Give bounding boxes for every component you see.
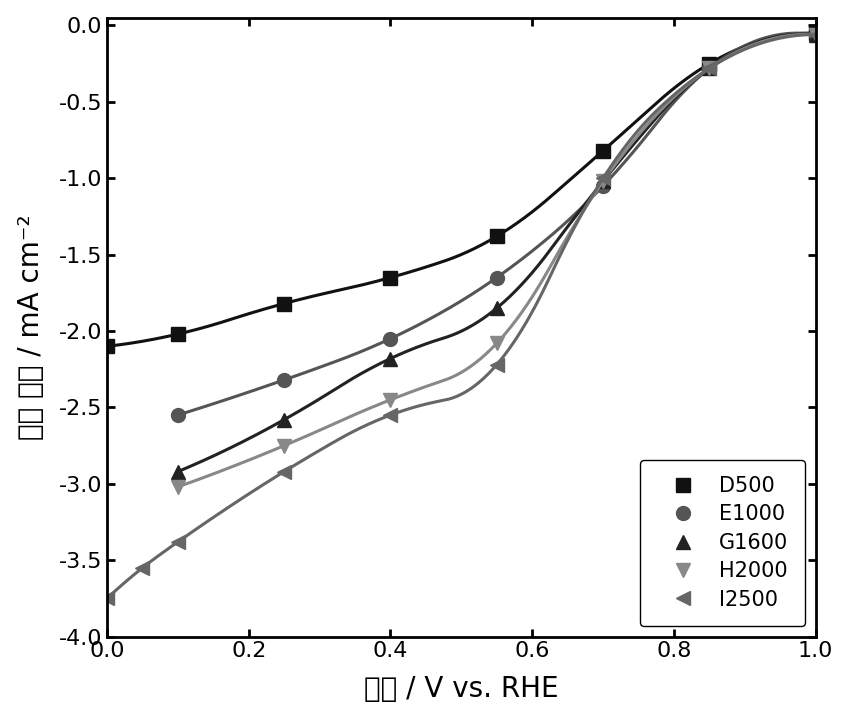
H2000: [811, 30, 821, 39]
I2500: [811, 30, 821, 39]
D500: [279, 300, 289, 308]
E1000: [173, 410, 183, 419]
H2000: [173, 482, 183, 491]
I2500: [385, 410, 395, 419]
E1000: [491, 273, 501, 282]
G1600: [279, 415, 289, 424]
H2000: [385, 395, 395, 404]
E1000: [598, 181, 608, 190]
Line: G1600: G1600: [171, 27, 823, 479]
Line: E1000: E1000: [171, 27, 823, 422]
X-axis label: 电压 / V vs. RHE: 电压 / V vs. RHE: [364, 675, 558, 703]
I2500: [705, 64, 715, 73]
H2000: [279, 441, 289, 450]
D500: [385, 273, 395, 282]
G1600: [811, 30, 821, 39]
Line: H2000: H2000: [171, 27, 823, 494]
G1600: [705, 64, 715, 73]
D500: [705, 59, 715, 68]
Line: D500: D500: [100, 26, 823, 354]
D500: [102, 342, 112, 351]
Y-axis label: 电流 密度 / mA cm⁻²: 电流 密度 / mA cm⁻²: [17, 215, 45, 440]
H2000: [598, 177, 608, 186]
Line: I2500: I2500: [100, 27, 823, 606]
I2500: [279, 467, 289, 476]
Legend: D500, E1000, G1600, H2000, I2500: D500, E1000, G1600, H2000, I2500: [640, 459, 805, 626]
G1600: [173, 467, 183, 476]
H2000: [705, 64, 715, 73]
I2500: [138, 564, 148, 572]
D500: [173, 330, 183, 338]
D500: [811, 29, 821, 37]
E1000: [705, 64, 715, 73]
G1600: [598, 177, 608, 186]
D500: [491, 232, 501, 240]
G1600: [385, 354, 395, 363]
I2500: [491, 360, 501, 369]
H2000: [491, 339, 501, 348]
I2500: [173, 538, 183, 546]
G1600: [491, 304, 501, 312]
E1000: [279, 376, 289, 384]
I2500: [598, 174, 608, 183]
I2500: [102, 594, 112, 603]
D500: [598, 146, 608, 155]
E1000: [385, 334, 395, 343]
E1000: [811, 30, 821, 39]
